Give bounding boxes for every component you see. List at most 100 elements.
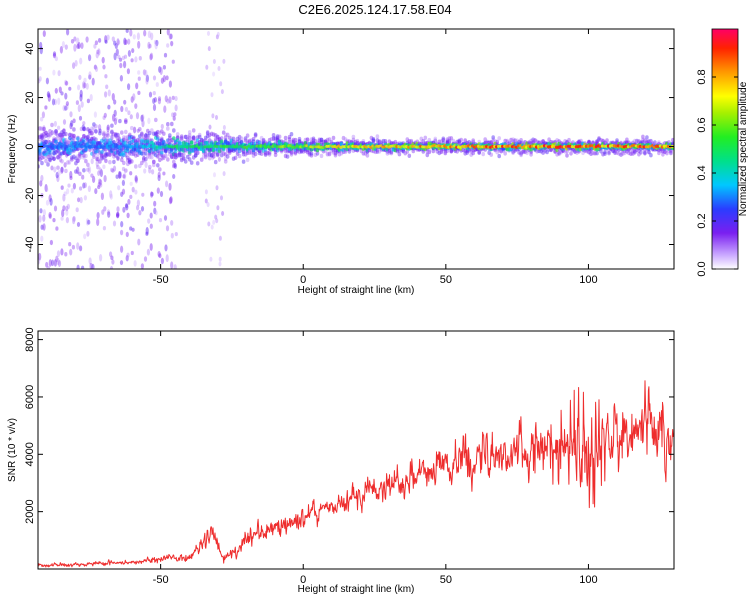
spectrogram-cell-749 <box>76 137 80 141</box>
spectrogram-cell-193 <box>96 212 100 219</box>
spectrogram-cell-351 <box>140 114 144 122</box>
spectrogram-cell-901 <box>102 155 106 160</box>
spectrogram-cell-84 <box>63 191 67 197</box>
spectrogram-cell-524 <box>40 160 44 166</box>
spectrogram-cell-1363 <box>179 156 184 161</box>
spectrogram-cell-216 <box>100 192 104 201</box>
spectrogram-cell-3997 <box>617 151 621 156</box>
spectrogram-cell-1051 <box>128 158 132 163</box>
spectrogram-cell-1989 <box>283 147 288 152</box>
spectrogram-cell-3861 <box>595 139 599 144</box>
spectrogram-cell-300 <box>125 29 129 33</box>
spectrogram-cell-2541 <box>375 149 380 154</box>
spectrogram-cell-4080 <box>631 149 635 154</box>
spectrogram-cell-347 <box>136 128 140 133</box>
spectrogram-cell-3708 <box>569 151 573 156</box>
spectrogram-cell-1692 <box>233 155 238 160</box>
spectrogram-cell-670 <box>64 131 68 137</box>
spectrogram-cell-1633 <box>223 132 228 137</box>
spectrogram-cell-412 <box>160 154 164 161</box>
spectrogram-cell-2149 <box>309 151 314 156</box>
spectrogram-cell-3912 <box>603 140 607 145</box>
spectrogram-cell-4188 <box>649 153 653 158</box>
spectrogram-cell-290 <box>122 174 126 179</box>
spectrogram-cell-76 <box>60 91 64 96</box>
spectrogram-cell-219 <box>105 84 109 90</box>
spectrogram-cell-37 <box>47 265 51 269</box>
spectrogram-cell-1376 <box>181 152 186 157</box>
spectrogram-cell-331 <box>136 204 140 211</box>
spectrogram-cell-1771 <box>247 150 252 155</box>
spectrogram-cell-2076 <box>297 139 302 144</box>
spectrogram-cell-3730 <box>573 149 577 154</box>
spectrogram-cell-246 <box>111 168 115 173</box>
spectrogram-cell-1116 <box>138 163 142 169</box>
spectrogram-cell-229 <box>107 211 111 218</box>
spectrogram-cell-1223 <box>156 163 160 168</box>
spectrogram-cell-837 <box>92 152 96 158</box>
spectrogram-cell-436 <box>168 197 173 205</box>
spectrogram-cell-2473 <box>363 151 368 156</box>
spectrogram-cell-446 <box>170 261 174 269</box>
spectrogram-cell-933 <box>108 152 112 157</box>
spectrogram-cell-101 <box>66 29 70 36</box>
spectrogram-cell-1657 <box>227 150 232 155</box>
spectrogram-cell-303 <box>126 252 130 258</box>
spectrogram-cell-3896 <box>601 152 605 157</box>
spectrogram-cell-1380 <box>181 156 186 161</box>
spectrogram-cell-2204 <box>319 137 324 143</box>
spectrogram-cell-12 <box>40 174 44 182</box>
spectrogram-cell-259 <box>113 117 118 126</box>
spectrogram-cell-1387 <box>183 134 188 140</box>
colorbar-ticks: 0.0 0.2 0.4 0.6 0.8 <box>696 69 738 277</box>
spectrogram-cell-463 <box>207 31 210 36</box>
spectrogram-cell-2155 <box>311 136 316 141</box>
spectrogram-cell-382 <box>149 212 153 219</box>
spectrogram-cell-98 <box>65 80 69 86</box>
spectrogram-cell-887 <box>100 153 104 158</box>
spectrogram-cell-338 <box>136 199 140 207</box>
snr-x-tick-label: 50 <box>440 574 452 586</box>
spectrogram-cell-1316 <box>172 163 176 169</box>
spectrogram-cell-1468 <box>195 138 200 143</box>
spectrogram-cell-1006 <box>120 130 124 135</box>
spectrogram-cell-2733 <box>407 153 412 158</box>
spectrogram-cell-272 <box>118 57 123 62</box>
spectrogram-cell-299 <box>123 54 128 59</box>
spectrogram-cell-146 <box>79 186 83 191</box>
spectrogram-cell-2096 <box>301 149 306 154</box>
spectrogram-cell-1 <box>38 252 42 261</box>
spectrogram-cell-2352 <box>343 137 348 142</box>
spectrogram-cell-4104 <box>635 138 639 144</box>
spectrogram-cell-2947 <box>443 149 448 154</box>
spectrogram-cell-357 <box>143 168 147 174</box>
spectrogram-cell-4149 <box>643 138 647 143</box>
spectrogram-cell-473 <box>210 224 214 230</box>
spectrogram-cell-3068 <box>463 151 468 156</box>
spectrogram-cell-40 <box>49 239 54 246</box>
spectrogram-cell-952 <box>110 149 114 154</box>
spectrogram-cell-2005 <box>285 154 290 159</box>
spectrogram-cell-323 <box>133 126 137 134</box>
spectrogram-cell-644 <box>60 159 64 164</box>
spectrogram-cell-1464 <box>195 149 200 155</box>
spectrogram-cell-2603 <box>385 151 390 156</box>
spectrogram-cell-2025 <box>289 132 294 137</box>
spectrogram-cell-467 <box>208 133 211 139</box>
spectrogram-cell-3361 <box>511 150 515 155</box>
spectrogram-cell-1073 <box>130 135 134 139</box>
spectrogram-cell-195 <box>97 48 101 56</box>
spectrogram-cell-1413 <box>187 135 192 140</box>
spectrogram-cell-2040 <box>291 139 296 144</box>
spectrogram-cell-30 <box>47 93 51 98</box>
spectrogram-cell-249 <box>111 259 115 265</box>
spectrogram-cell-4057 <box>627 148 631 153</box>
spectrogram-cell-953 <box>110 148 114 153</box>
spectrogram-cell-869 <box>96 149 100 153</box>
spectrogram-cell-615 <box>54 150 58 154</box>
spectrogram-cell-134 <box>76 37 80 46</box>
spectrogram-cell-1652 <box>227 135 232 140</box>
spectrogram-cell-1714 <box>237 134 242 140</box>
spectrogram-cell-789 <box>84 159 88 164</box>
spectrogram-cell-1483 <box>199 138 204 143</box>
